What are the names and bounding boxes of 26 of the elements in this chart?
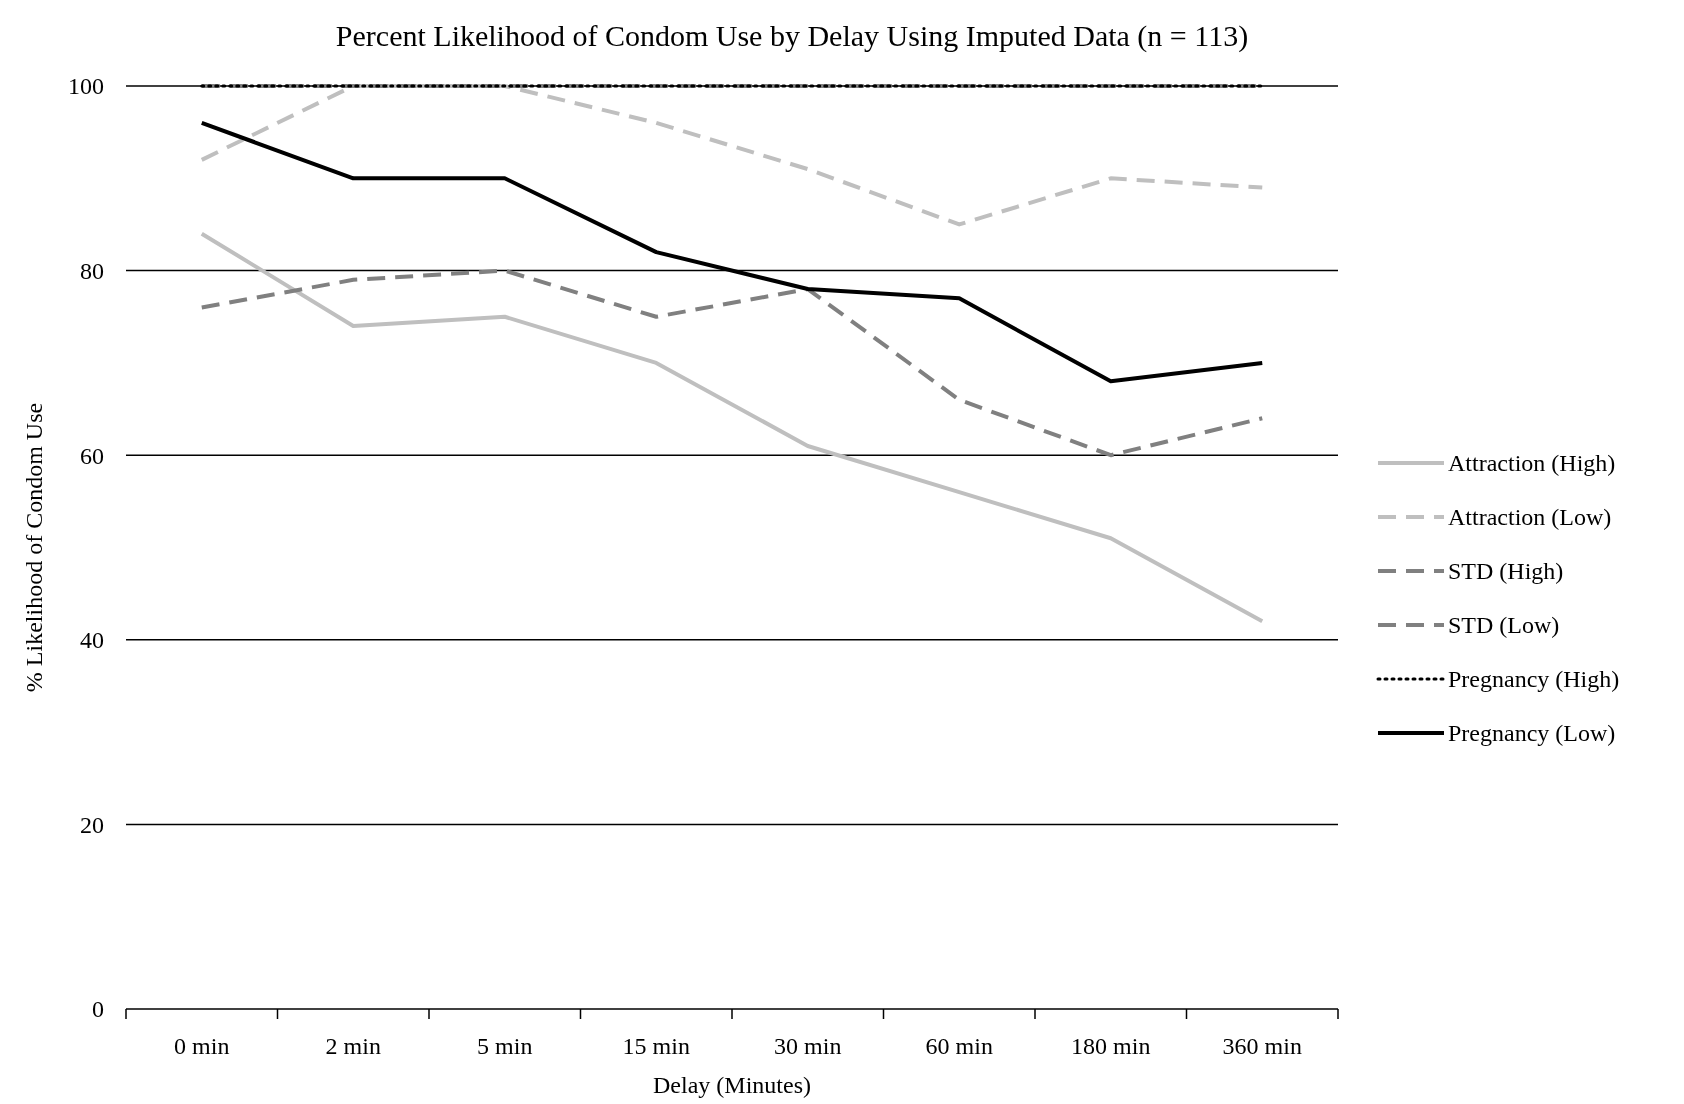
y-axis-title: % Likelihood of Condom Use — [21, 402, 47, 693]
line-series — [199, 268, 1265, 458]
x-tick-label: 360 min — [1222, 1033, 1302, 1059]
legend-label: Attraction (High) — [1448, 450, 1616, 477]
y-tick-label: 60 — [80, 442, 104, 469]
x-axis-title: Delay (Minutes) — [653, 1072, 811, 1098]
x-tick-label: 180 min — [1071, 1033, 1151, 1059]
x-tick-label: 0 min — [174, 1033, 230, 1059]
x-tick-label: 30 min — [774, 1033, 842, 1059]
legend-label: STD (High) — [1448, 558, 1564, 585]
x-tick-label: 15 min — [622, 1033, 690, 1059]
chart-title: Percent Likelihood of Condom Use by Delay Using Imputed Data (n = 113) — [335, 19, 1249, 53]
y-tick-label: 40 — [80, 627, 104, 654]
y-tick-label: 20 — [80, 811, 104, 838]
y-tick-label: 100 — [68, 73, 104, 100]
line-series — [199, 231, 1265, 624]
x-tick-label: 2 min — [325, 1033, 381, 1059]
legend-label: STD (Low) — [1448, 612, 1560, 639]
y-tick-label: 80 — [80, 258, 104, 284]
legend-label: Pregnancy (High) — [1448, 666, 1620, 693]
legend-label: Pregnancy (Low) — [1448, 720, 1616, 747]
y-tick-label: 0 — [92, 996, 104, 1023]
x-tick-label: 5 min — [477, 1033, 533, 1059]
legend-label: Attraction (Low) — [1448, 504, 1612, 531]
line-series — [199, 84, 1265, 227]
x-tick-label: 60 min — [925, 1033, 993, 1059]
